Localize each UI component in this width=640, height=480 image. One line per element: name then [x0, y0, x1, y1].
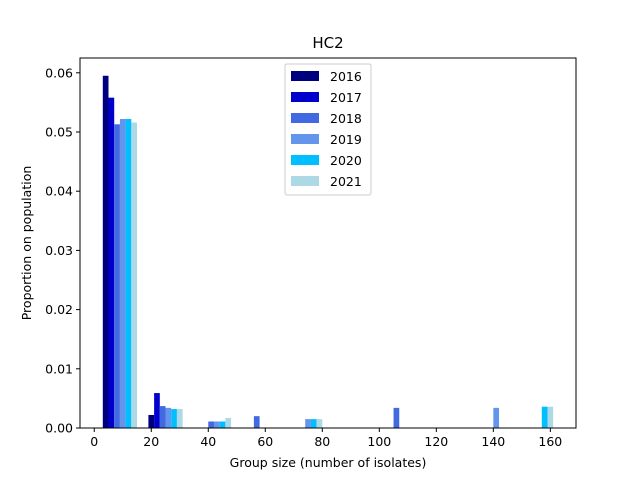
- bar-2020-2: [219, 421, 226, 428]
- bar-2019-3: [305, 419, 311, 428]
- bar-2021-4: [547, 406, 554, 428]
- bar-2021-3: [316, 419, 323, 428]
- bar-2017-1: [154, 393, 160, 428]
- x-tick-label: 80: [314, 434, 330, 449]
- chart-title: HC2: [312, 34, 343, 52]
- bar-2020-3: [310, 419, 317, 428]
- bar-2020-4: [541, 406, 548, 428]
- bar-2016-0: [102, 75, 109, 428]
- x-tick-label: 120: [424, 434, 448, 449]
- bar-2021-2: [225, 417, 232, 428]
- y-tick-label: 0.02: [45, 302, 73, 317]
- y-tick-label: 0.00: [45, 421, 73, 436]
- legend-label-2019: 2019: [330, 132, 362, 147]
- bar-2019-0: [119, 118, 126, 428]
- bar-2018-2: [208, 421, 214, 428]
- bar-2018-1: [159, 406, 166, 428]
- x-tick-label: 40: [200, 434, 216, 449]
- bars-layer: [102, 75, 554, 429]
- bar-2019-1: [165, 407, 172, 428]
- x-tick-label: 0: [90, 434, 98, 449]
- y-tick-label: 0.03: [45, 243, 73, 258]
- x-tick-label: 100: [367, 434, 391, 449]
- bar-2018-0: [114, 124, 120, 429]
- legend-label-2018: 2018: [330, 111, 362, 126]
- x-axis-label: Group size (number of isolates): [230, 455, 427, 470]
- legend-label-2016: 2016: [330, 69, 362, 84]
- y-tick-label: 0.04: [45, 184, 73, 199]
- bar-2016-1: [148, 414, 155, 428]
- x-tick-label: 60: [257, 434, 273, 449]
- bar-2019-4: [493, 407, 500, 428]
- legend-swatch-2020: [291, 155, 319, 165]
- y-tick-label: 0.05: [45, 125, 73, 140]
- bar-2019-2: [213, 421, 220, 428]
- bar-2017-0: [108, 97, 115, 428]
- bar-2020-0: [125, 118, 132, 428]
- x-axis: 0 20 40 60 80 100 120 140 160: [90, 428, 562, 449]
- y-axis-label: Proportion on population: [19, 166, 34, 321]
- x-tick-label: 140: [481, 434, 505, 449]
- legend: 2016 2017 2018 2019 2020 2021: [284, 63, 372, 196]
- y-axis: 0.00 0.01 0.02 0.03 0.04 0.05 0.06: [45, 65, 80, 436]
- y-tick-label: 0.01: [45, 361, 73, 376]
- x-tick-label: 160: [538, 434, 562, 449]
- legend-swatch-2017: [291, 92, 319, 102]
- legend-swatch-2019: [291, 134, 319, 144]
- bar-2020-1: [171, 409, 177, 428]
- bar-2018-3: [253, 416, 260, 428]
- bar-2021-0: [131, 122, 138, 428]
- legend-label-2020: 2020: [330, 153, 362, 168]
- legend-label-2021: 2021: [330, 174, 362, 189]
- legend-swatch-2016: [291, 71, 319, 81]
- bar-2018-4: [393, 407, 400, 428]
- legend-swatch-2021: [291, 176, 319, 186]
- bar-2021-1: [176, 409, 183, 428]
- legend-label-2017: 2017: [330, 90, 362, 105]
- x-tick-label: 20: [143, 434, 159, 449]
- y-tick-label: 0.06: [45, 65, 73, 80]
- plot-frame: [79, 57, 577, 429]
- legend-swatch-2018: [291, 113, 319, 123]
